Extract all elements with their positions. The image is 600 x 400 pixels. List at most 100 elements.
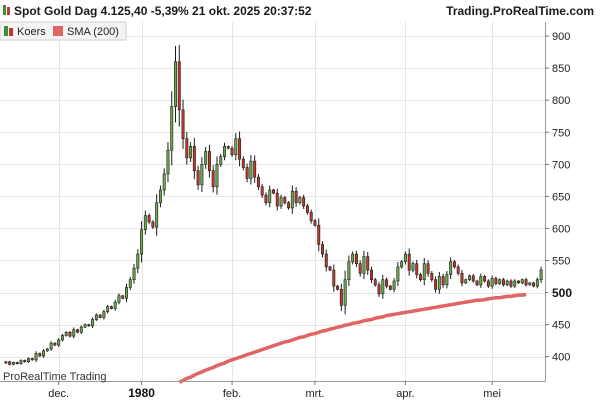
candle-down — [388, 285, 392, 290]
candle-down — [517, 280, 520, 284]
site-name[interactable]: Trading.ProRealTime.com — [446, 4, 594, 18]
candle-up — [45, 348, 49, 352]
x-tick-label: mrt. — [305, 388, 324, 400]
candle-down — [253, 160, 257, 178]
candle-down — [275, 192, 279, 207]
candle-up — [140, 229, 144, 255]
candle-down — [283, 197, 287, 204]
candle-down — [332, 269, 336, 287]
candle-up — [223, 146, 226, 157]
y-tick-label: 550 — [552, 255, 570, 267]
candle-down — [207, 151, 211, 172]
candle-up — [279, 197, 283, 207]
candle-up — [200, 164, 204, 186]
bull-candle-icon — [4, 26, 8, 36]
candle-up — [396, 266, 400, 282]
candle-up — [445, 274, 449, 286]
candle-up — [102, 311, 106, 318]
candle-down — [68, 331, 72, 337]
candle-down — [230, 147, 234, 156]
candle-up — [400, 261, 404, 268]
x-tick-label: mei — [483, 388, 501, 400]
watermark: ProRealTime Trading — [3, 371, 107, 383]
candle-up — [268, 189, 272, 204]
candle-up — [4, 361, 8, 364]
candle-down — [53, 342, 57, 346]
candle-up — [403, 253, 407, 263]
candle-down — [317, 224, 321, 245]
candle-down — [30, 358, 34, 361]
candle-up — [91, 319, 95, 327]
candle-down — [256, 176, 260, 188]
candle-down — [185, 138, 189, 159]
candle-up — [343, 279, 347, 306]
candle-up — [42, 350, 46, 357]
sma-200-line — [178, 292, 527, 384]
legend-item-koers[interactable]: Koers — [4, 26, 46, 38]
x-tick-label: feb. — [223, 388, 241, 400]
candle-down — [309, 212, 313, 222]
candle-down — [287, 202, 291, 209]
candle-up — [215, 164, 219, 188]
candle-down — [509, 280, 513, 287]
candle-up — [362, 256, 366, 274]
candle-down — [354, 253, 358, 264]
candle-up — [113, 301, 117, 309]
candle-down — [434, 279, 438, 290]
y-tick-label: 800 — [552, 95, 570, 107]
candle-up — [290, 190, 294, 209]
candle-up — [34, 353, 38, 361]
candle-down — [441, 276, 445, 286]
y-tick-label: 650 — [552, 191, 570, 203]
candle-down — [452, 261, 456, 268]
candle-up — [449, 261, 453, 275]
candle-up — [136, 253, 140, 269]
candle-down — [366, 256, 370, 271]
legend-item-sma[interactable]: SMA (200) — [53, 26, 119, 38]
candle-up — [158, 189, 162, 204]
candle-down — [226, 146, 230, 149]
candle-down — [181, 109, 185, 139]
candle-down — [272, 189, 275, 194]
candle-up — [128, 279, 132, 288]
y-tick-label: 850 — [552, 63, 570, 75]
candle-up — [468, 275, 471, 281]
candle-up — [234, 138, 238, 156]
candle-down — [324, 253, 328, 268]
candle-down — [501, 279, 505, 286]
y-tick-label: 750 — [552, 127, 570, 139]
candle-up — [505, 280, 509, 286]
candle-up — [125, 287, 128, 299]
candle-down — [302, 197, 306, 207]
candle-down — [151, 221, 155, 228]
candle-down — [294, 190, 298, 204]
candle-up — [298, 197, 302, 204]
x-axis[interactable]: dec. 1980 feb. mrt. apr. mei — [48, 381, 501, 400]
candle-down — [483, 276, 487, 282]
candle-down — [486, 280, 490, 287]
candle-up — [155, 202, 159, 228]
candle-up — [204, 151, 208, 165]
candle-up — [94, 314, 98, 320]
candle-down — [336, 285, 340, 290]
candle-down — [426, 263, 430, 274]
candle-up — [162, 173, 166, 191]
x-tick-label: apr. — [396, 388, 414, 400]
candle-up — [498, 279, 502, 284]
y-axis[interactable]: 400 450 550 600 650 700 750 800 850 900 — [545, 31, 570, 364]
candle-up — [11, 362, 15, 365]
candle-up — [490, 278, 494, 287]
candle-series — [4, 44, 543, 366]
candle-down — [76, 329, 79, 333]
candle-down — [109, 306, 113, 309]
candle-down — [241, 158, 245, 168]
candle-up — [351, 253, 355, 263]
candle-down — [177, 61, 181, 111]
candle-up — [219, 156, 223, 165]
candle-up — [464, 279, 468, 284]
candle-down — [245, 167, 249, 179]
candle-up — [411, 263, 415, 271]
candle-down — [377, 284, 381, 295]
candle-up — [479, 276, 483, 286]
